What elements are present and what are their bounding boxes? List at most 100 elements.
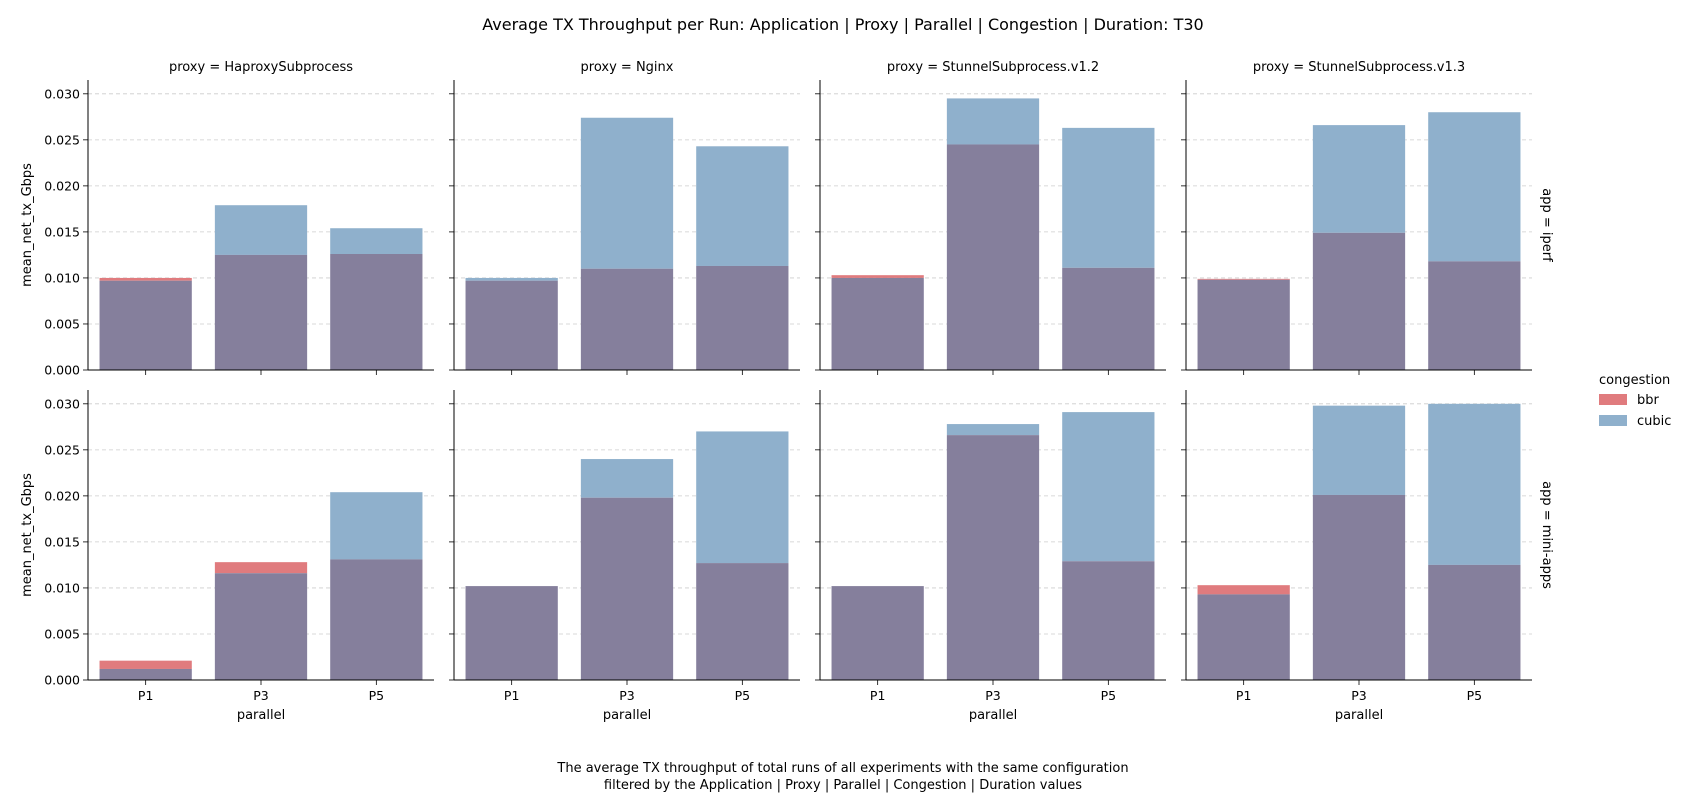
- y-tick-label: 0.030: [44, 396, 80, 411]
- facet-row-title: app = mini-apps: [1539, 481, 1554, 589]
- x-axis-label: parallel: [1335, 708, 1383, 723]
- y-tick-label: 0.005: [44, 316, 80, 331]
- chart-title: Average TX Throughput per Run: Applicati…: [482, 15, 1203, 34]
- bar-cubic-P3: [580, 117, 674, 269]
- x-tick-label: P3: [619, 688, 635, 703]
- bar-cubic-P5: [330, 228, 423, 254]
- y-tick-label: 0.010: [44, 270, 80, 285]
- bar-bbr-P3: [214, 254, 308, 370]
- bar-bbr-P5: [330, 559, 423, 680]
- bar-bbr-P1: [1197, 585, 1290, 595]
- y-tick-label: 0.030: [44, 86, 80, 101]
- legend-label-cubic: cubic: [1637, 414, 1671, 429]
- x-tick-label: P5: [1467, 688, 1483, 703]
- facet-panel-r0-c2: proxy = StunnelSubprocess.v1.2: [815, 60, 1166, 375]
- bar-bbr-P3: [1312, 494, 1406, 680]
- caption-line-1: The average TX throughput of total runs …: [556, 761, 1128, 776]
- facet-column-title: proxy = StunnelSubprocess.v1.2: [887, 60, 1099, 75]
- bar-bbr-P5: [330, 254, 423, 370]
- x-axis-label: parallel: [969, 708, 1017, 723]
- legend-swatch-cubic: [1599, 415, 1627, 426]
- bar-cubic-P3: [1312, 125, 1406, 233]
- bar-cubic-P5: [1428, 403, 1521, 565]
- bar-bbr-P3: [1312, 232, 1406, 370]
- y-tick-label: 0.020: [44, 488, 80, 503]
- caption-line-2: filtered by the Application | Proxy | Pa…: [604, 778, 1082, 793]
- y-tick-label: 0.015: [44, 534, 80, 549]
- facet-panel-r1-c0: P1 P3 P5 0.000 0.005 0.010 0.015 0.020 0.025 0.03…: [20, 390, 434, 723]
- x-tick-label: P1: [138, 688, 154, 703]
- bar-cubic-P3: [946, 424, 1040, 436]
- legend-title: congestion: [1599, 373, 1670, 388]
- legend-label-bbr: bbr: [1637, 393, 1660, 408]
- bar-bbr-P3: [946, 144, 1040, 370]
- bar-cubic-P5: [1062, 127, 1155, 268]
- bar-cubic-P3: [1312, 405, 1406, 495]
- bar-bbr-P5: [696, 265, 789, 370]
- y-tick-label: 0.000: [44, 363, 80, 378]
- x-tick-label: P3: [253, 688, 269, 703]
- facet-panel-r1-c3: P1 P3 P5 parallel app = mini-apps: [1181, 390, 1554, 723]
- bar-bbr-P3: [580, 268, 674, 370]
- bar-cubic-P1: [1197, 279, 1290, 370]
- bar-bbr-P3: [214, 562, 308, 574]
- bar-cubic-P1: [99, 280, 192, 370]
- bar-cubic-P3: [946, 98, 1040, 145]
- bar-cubic-P5: [1428, 112, 1521, 262]
- bar-cubic-P5: [330, 492, 423, 560]
- bar-bbr-P1: [831, 275, 924, 278]
- bar-cubic-P1: [99, 668, 192, 680]
- bar-bbr-P5: [696, 563, 789, 680]
- facet-column-title: proxy = StunnelSubprocess.v1.3: [1253, 60, 1465, 75]
- bar-cubic-P1: [1197, 594, 1290, 680]
- x-tick-label: P5: [369, 688, 385, 703]
- bar-cubic-P1: [465, 277, 558, 281]
- facet-panel-r1-c1: P1 P3 P5 parallel: [449, 390, 800, 723]
- y-tick-label: 0.010: [44, 580, 80, 595]
- facet-panel-r0-c3: proxy = StunnelSubprocess.v1.3 app = iper…: [1181, 60, 1554, 375]
- y-tick-label: 0.000: [44, 673, 80, 688]
- facet-panel-r0-c1: proxy = Nginx: [449, 60, 800, 375]
- bar-bbr-P1: [99, 660, 192, 669]
- y-tick-label: 0.015: [44, 224, 80, 239]
- bar-cubic-P3: [214, 573, 308, 680]
- facet-column-title: proxy = HaproxySubprocess: [169, 60, 353, 75]
- bar-cubic-P3: [580, 459, 674, 498]
- legend-swatch-bbr: [1599, 394, 1627, 405]
- bar-cubic-P3: [214, 205, 308, 255]
- bar-bbr-P3: [946, 435, 1040, 680]
- y-axis-label: mean_net_tx_Gbps: [20, 163, 35, 287]
- bar-bbr-P5: [1062, 561, 1155, 680]
- bar-bbr-P1: [465, 280, 558, 370]
- x-tick-label: P3: [985, 688, 1001, 703]
- bar-bbr-P5: [1428, 261, 1521, 370]
- bar-bbr-P3: [580, 497, 674, 680]
- x-axis-label: parallel: [603, 708, 651, 723]
- bar-bbr-P5: [1062, 267, 1155, 370]
- y-tick-label: 0.025: [44, 442, 80, 457]
- bar-bbr-P1: [1197, 278, 1290, 280]
- bar-cubic-P1: [465, 586, 558, 680]
- x-axis-label: parallel: [237, 708, 285, 723]
- bar-cubic-P1: [831, 277, 924, 370]
- facet-panel-r1-c2: P1 P3 P5 parallel: [815, 390, 1166, 723]
- legend: congestion bbr cubic: [1599, 373, 1671, 429]
- x-tick-label: P3: [1351, 688, 1367, 703]
- x-tick-label: P5: [1101, 688, 1117, 703]
- y-axis-label: mean_net_tx_Gbps: [20, 473, 35, 597]
- x-tick-label: P5: [735, 688, 751, 703]
- facet-panels: proxy = HaproxySubprocess 0.000 0.005 0.010…: [20, 60, 1554, 723]
- x-tick-label: P1: [870, 688, 886, 703]
- bar-cubic-P5: [696, 431, 789, 564]
- bar-cubic-P5: [696, 146, 789, 266]
- y-tick-label: 0.005: [44, 626, 80, 641]
- x-tick-label: P1: [504, 688, 520, 703]
- y-tick-label: 0.020: [44, 178, 80, 193]
- facet-panel-r0-c0: proxy = HaproxySubprocess 0.000 0.005 0.010…: [20, 60, 434, 378]
- facet-column-title: proxy = Nginx: [581, 60, 674, 75]
- bar-cubic-P5: [1062, 412, 1155, 562]
- x-tick-label: P1: [1236, 688, 1252, 703]
- facet-row-title: app = iperf: [1539, 188, 1554, 262]
- bar-bbr-P5: [1428, 564, 1521, 680]
